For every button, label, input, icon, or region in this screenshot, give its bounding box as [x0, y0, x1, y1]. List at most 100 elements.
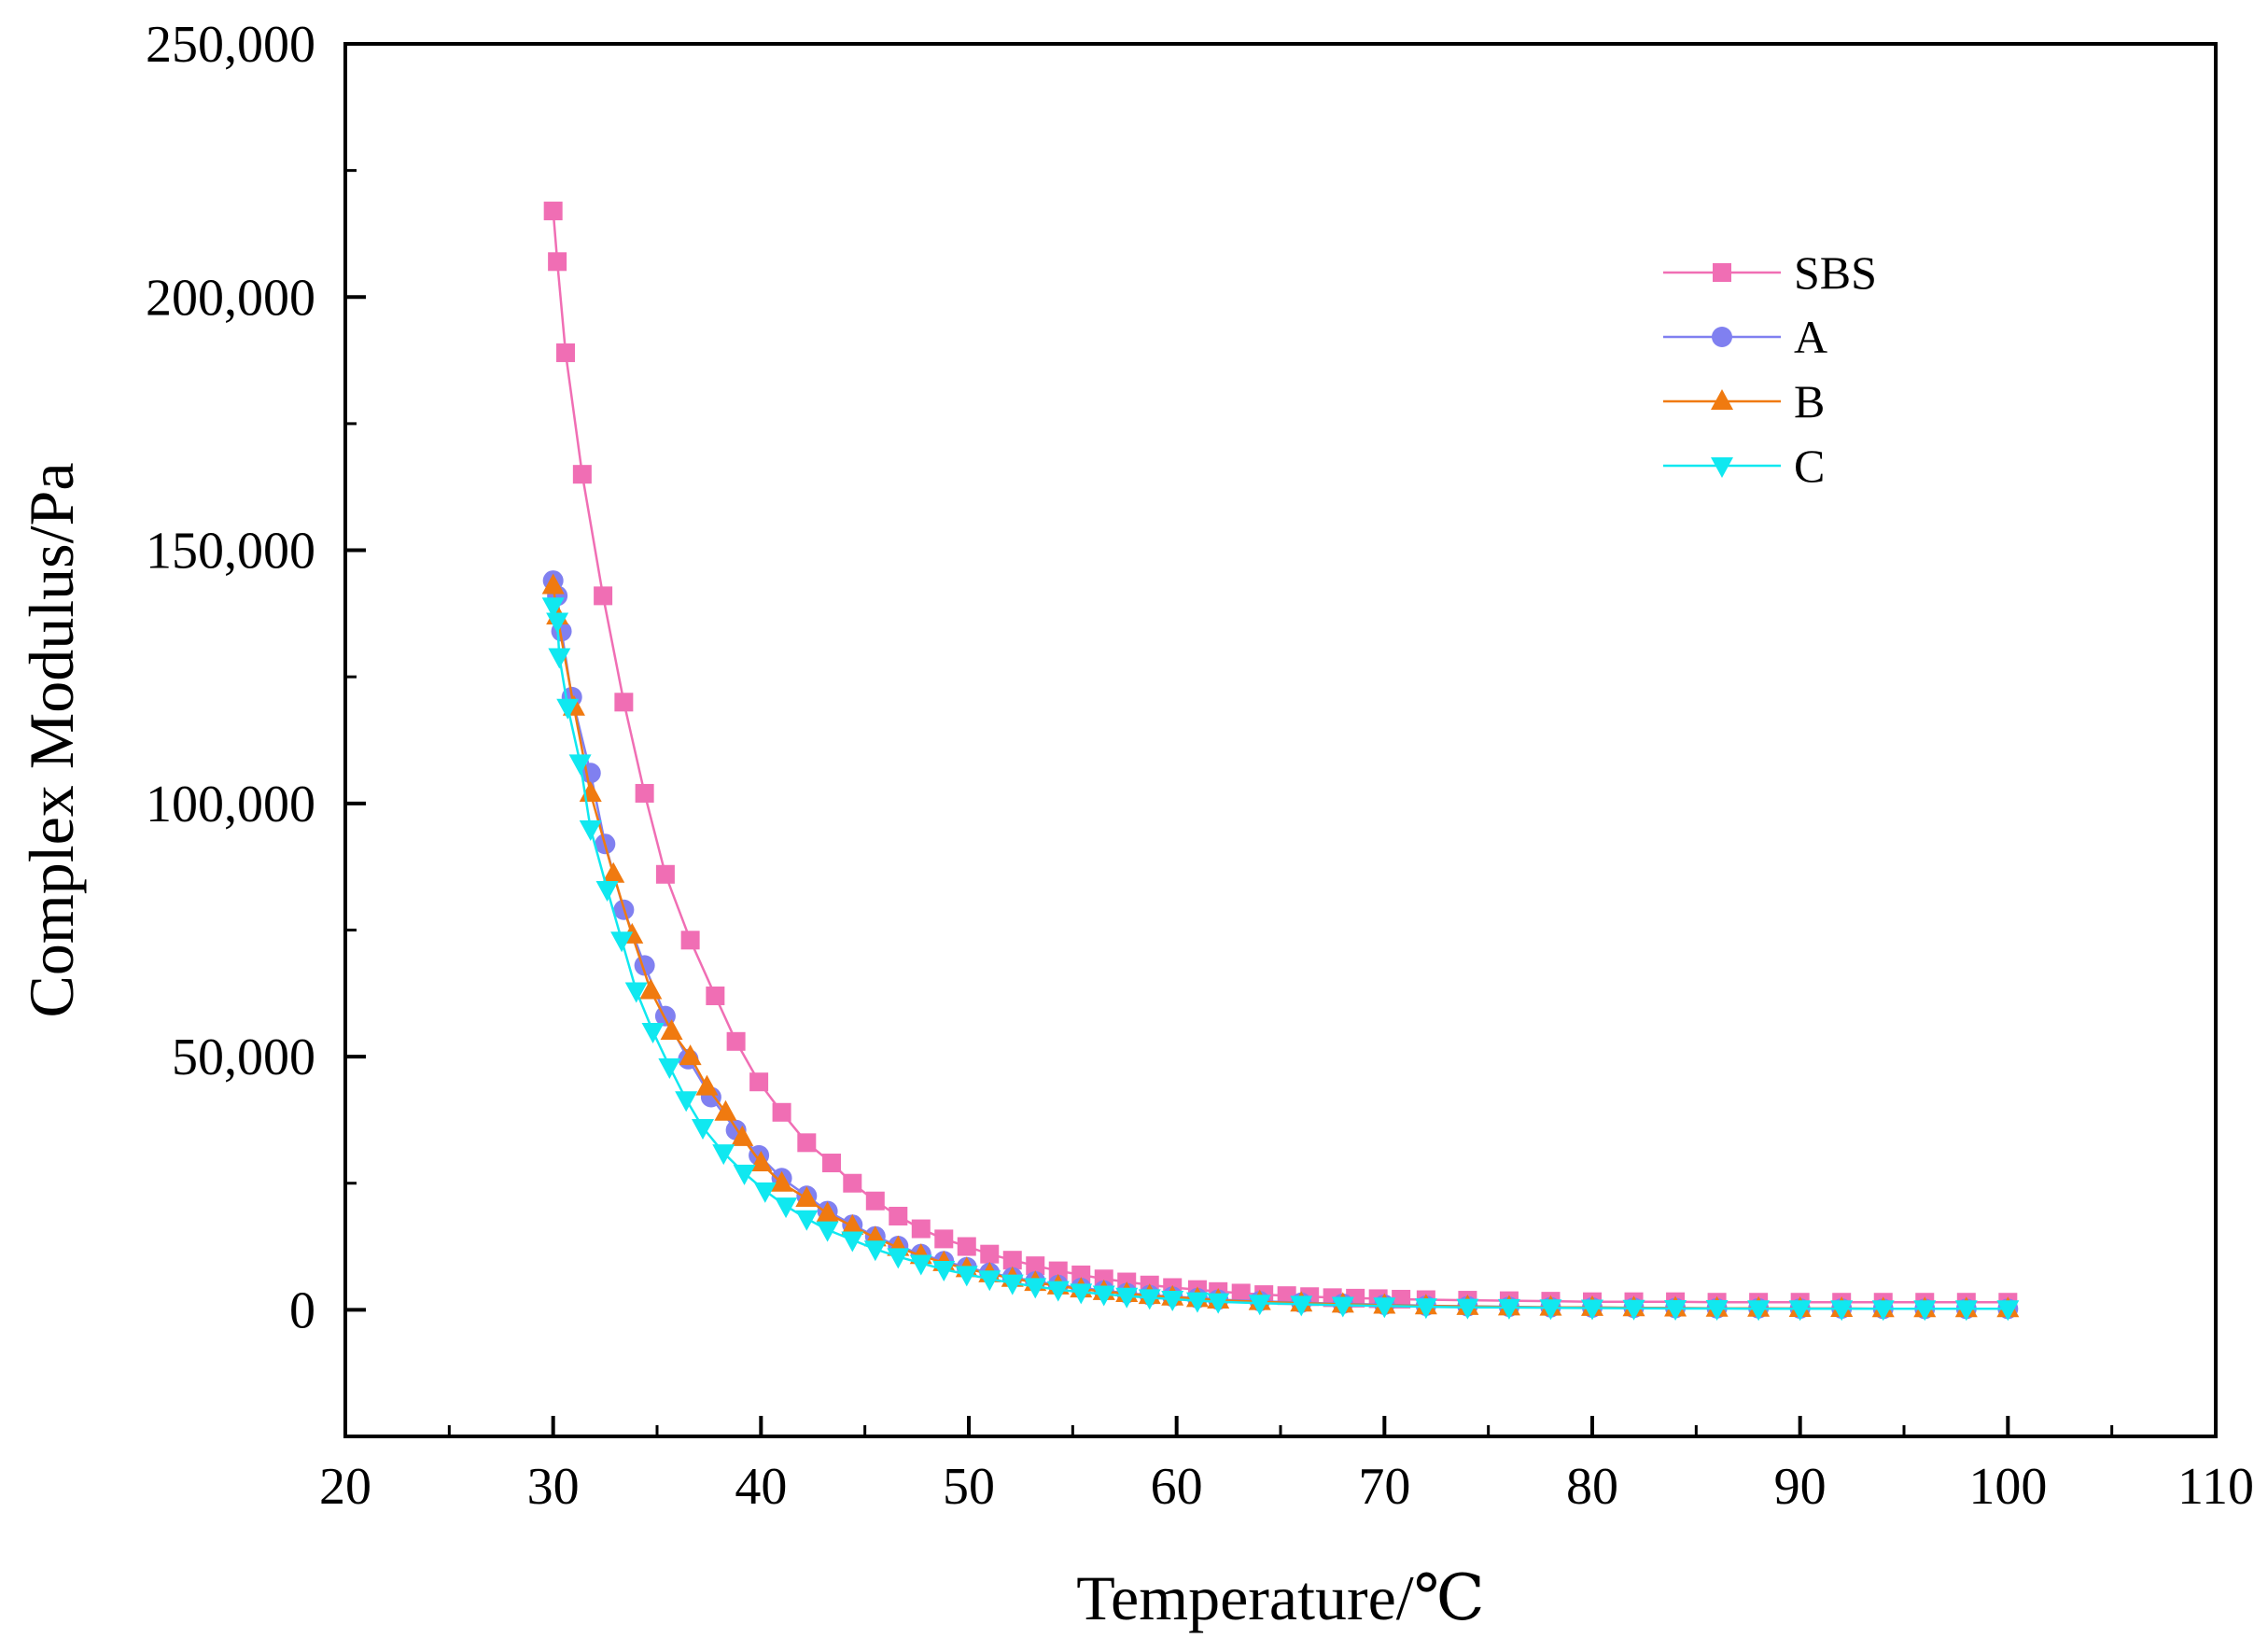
data-point-c [712, 1144, 735, 1166]
data-point-b [770, 1170, 793, 1192]
data-point-c [1414, 1298, 1437, 1320]
data-point-sbs [911, 1219, 931, 1239]
data-point-c [658, 1057, 681, 1079]
data-point-sbs [680, 931, 700, 950]
data-point-sbs [1026, 1256, 1045, 1276]
x-tick-label: 100 [1968, 1458, 2047, 1516]
data-point-sbs [865, 1191, 885, 1211]
legend-marker-a [1712, 327, 1732, 347]
series-c [541, 597, 2020, 1322]
plot-frame [343, 42, 2218, 1438]
data-point-c [887, 1248, 910, 1269]
data-point-c [775, 1197, 798, 1219]
data-point-c [1954, 1300, 1978, 1322]
data-point-c [1913, 1300, 1937, 1322]
data-point-sbs [980, 1244, 1000, 1264]
data-point-c [595, 881, 619, 903]
data-point-b [639, 978, 663, 1000]
data-point-c [1539, 1299, 1562, 1321]
data-point-c [795, 1210, 819, 1231]
data-point-b [679, 1044, 702, 1066]
y-tick-label: 150,000 [146, 523, 315, 581]
x-tick-label: 90 [1774, 1458, 1827, 1516]
x-tick-label: 40 [735, 1458, 787, 1516]
data-point-b [695, 1074, 719, 1096]
series-b [541, 573, 2020, 1318]
data-point-b [749, 1151, 773, 1172]
data-point-c [568, 754, 592, 776]
data-point-sbs [934, 1229, 954, 1249]
data-point-b [660, 1018, 683, 1040]
y-tick-label: 0 [289, 1281, 315, 1339]
data-point-c [556, 698, 580, 720]
data-point-c [546, 612, 569, 634]
data-point-c [1207, 1293, 1230, 1314]
data-point-c [624, 982, 648, 1003]
data-point-sbs [957, 1237, 976, 1256]
y-axis-ticks: 0 50,000 100,000 150,000 200,000 250,000 [146, 16, 366, 1438]
data-point-b [602, 861, 625, 883]
data-point-sbs [1002, 1251, 1022, 1270]
series-a [542, 570, 2019, 1320]
y-tick-label: 200,000 [146, 269, 315, 327]
data-point-c [691, 1119, 714, 1141]
data-point-sbs [749, 1072, 769, 1092]
data-point-c [1581, 1299, 1603, 1321]
data-point-b [731, 1125, 754, 1146]
legend-marker-b [1711, 389, 1733, 410]
data-point-c [1290, 1295, 1313, 1317]
x-tick-label: 50 [943, 1458, 995, 1516]
data-point-c [1705, 1300, 1729, 1322]
data-point-sbs [822, 1154, 842, 1173]
legend-item-sbs: SBS [1663, 246, 1877, 299]
data-point-c [1871, 1300, 1895, 1322]
data-point-c [753, 1182, 777, 1203]
data-point-c [579, 819, 602, 841]
data-point-sbs [614, 693, 634, 712]
x-axis-ticks: 20 30 40 50 60 70 80 90 100 110 [319, 1416, 2254, 1516]
data-point-b [714, 1099, 737, 1121]
data-point-c [1373, 1297, 1396, 1319]
data-point-c [1456, 1298, 1479, 1320]
series-line-sbs [552, 210, 2009, 1304]
x-tick-label: 60 [1151, 1458, 1203, 1516]
data-point-c [610, 931, 634, 953]
data-point-sbs [572, 465, 592, 484]
data-point-sbs [889, 1206, 908, 1225]
legend-item-c: C [1663, 440, 1825, 492]
data-point-c [1248, 1295, 1271, 1316]
data-point-sbs [594, 586, 613, 606]
data-point-c [816, 1221, 839, 1242]
series-layer [541, 202, 2020, 1322]
data-point-c [1622, 1299, 1645, 1321]
legend-label-c: C [1794, 440, 1825, 492]
data-point-c [548, 648, 571, 669]
data-point-c [1092, 1285, 1115, 1307]
y-tick-label: 250,000 [146, 16, 315, 74]
y-tick-label: 50,000 [172, 1029, 315, 1086]
data-point-sbs [797, 1133, 817, 1153]
legend-label-a: A [1794, 311, 1827, 363]
data-point-sbs [635, 783, 654, 803]
data-point-sbs [843, 1173, 862, 1193]
data-point-sbs [772, 1102, 791, 1122]
data-point-c [1788, 1300, 1812, 1322]
data-point-c [541, 597, 565, 619]
data-point-c [641, 1022, 665, 1043]
data-point-sbs [706, 986, 725, 1005]
legend: SBS ABC [1663, 246, 1877, 492]
data-point-c [863, 1240, 887, 1262]
x-tick-label: 20 [319, 1458, 371, 1516]
data-point-c [1070, 1283, 1093, 1305]
data-point-sbs [548, 252, 567, 272]
data-point-sbs [1048, 1261, 1068, 1281]
legend-marker-c [1711, 457, 1733, 478]
data-point-c [1185, 1292, 1209, 1313]
data-point-sbs [543, 202, 563, 221]
data-point-c [841, 1231, 864, 1253]
data-point-c [733, 1164, 756, 1185]
x-tick-label: 70 [1358, 1458, 1410, 1516]
x-tick-label: 30 [527, 1458, 580, 1516]
data-point-b [541, 573, 565, 595]
